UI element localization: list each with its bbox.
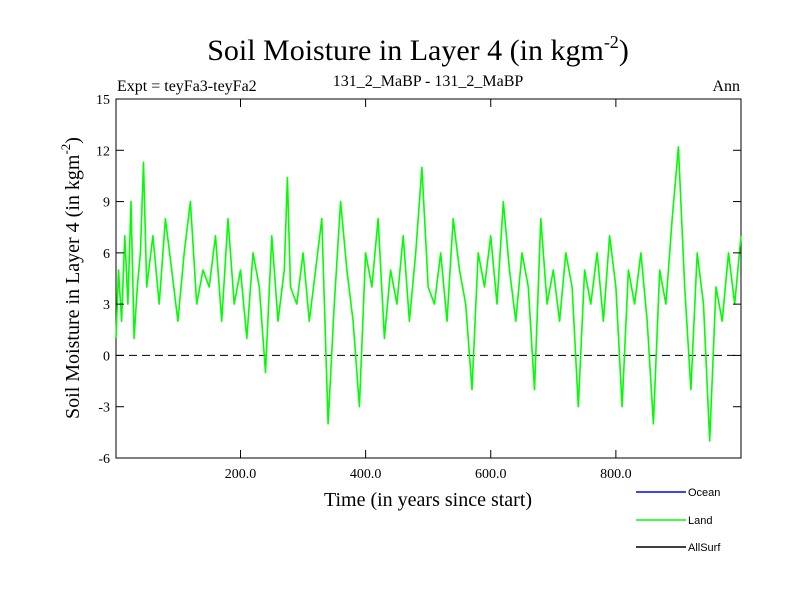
y-tick-label: 12 (96, 144, 110, 159)
plot-frame (115, 98, 742, 459)
y-axis-label: Soil Moisture in Layer 4 (in kgm-2) (58, 137, 84, 419)
x-axis-label: Time (in years since start) (324, 489, 532, 511)
x-tick-label: 600.0 (475, 467, 507, 482)
legend: Ocean Land AllSurf (636, 487, 721, 554)
subtitle-left: Expt = teyFa3-teyFa2 (117, 78, 257, 95)
x-axis-ticks: 200.0 400.0 600.0 800.0 (225, 99, 632, 482)
subtitle-right: Ann (712, 78, 740, 95)
legend-label-allsurf: AllSurf (688, 542, 721, 554)
subtitle-center: 131_2_MaBP - 131_2_MaBP (333, 73, 524, 90)
y-tick-label: -6 (98, 452, 110, 467)
y-tick-label: 6 (103, 247, 110, 262)
y-tick-label: 3 (103, 298, 110, 313)
x-tick-label: 400.0 (350, 467, 382, 482)
series-line-land (115, 146, 742, 442)
y-tick-label: 15 (96, 93, 110, 108)
legend-label-ocean: Ocean (688, 487, 720, 499)
y-axis-ticks: -6 -3 0 3 6 9 12 15 (96, 93, 741, 467)
x-tick-label: 800.0 (600, 467, 632, 482)
y-tick-label: -3 (98, 401, 110, 416)
y-tick-label: 9 (103, 196, 110, 211)
x-tick-label: 200.0 (225, 467, 257, 482)
y-tick-label: 0 (103, 349, 110, 364)
legend-label-land: Land (688, 515, 712, 527)
chart-title: Soil Moisture in Layer 4 (in kgm-2) (207, 32, 629, 67)
